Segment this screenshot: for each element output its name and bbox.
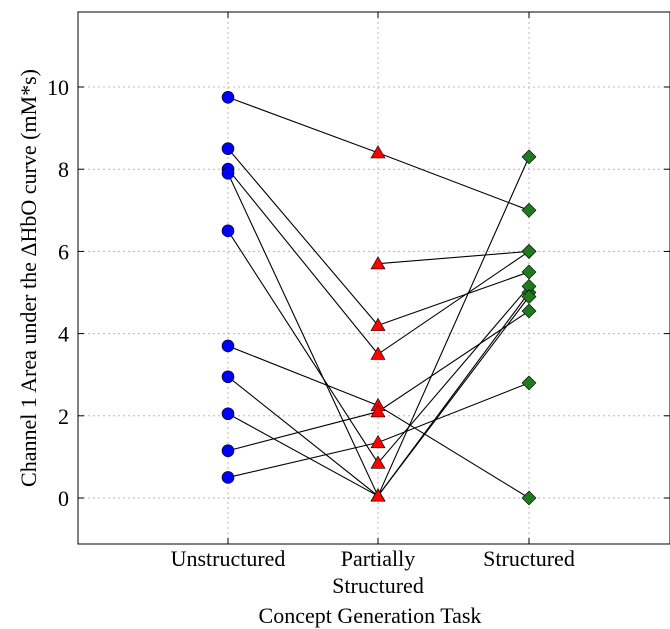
data-point-triangle — [370, 488, 386, 502]
x-axis-ticks: Unstructured PartiallyStructuredStructure… — [171, 12, 575, 598]
data-point-triangle — [370, 434, 386, 449]
data-point-diamond — [521, 243, 537, 259]
data-point-circle — [221, 370, 235, 384]
data-point-circle — [221, 90, 235, 104]
x-tick-label: Partially — [341, 546, 416, 571]
data-point-diamond — [521, 202, 537, 218]
y-tick-label: 10 — [47, 75, 69, 100]
data-point-triangle — [370, 346, 386, 360]
data-point-circle — [221, 224, 235, 238]
y-axis-label: Channel 1 Area under the ΔHbO curve (mM*… — [16, 69, 41, 487]
data-point-circle — [221, 407, 235, 421]
x-axis-label: Concept Generation Task — [259, 603, 482, 628]
data-point-diamond — [521, 303, 537, 319]
x-tick-label: Unstructured — [171, 546, 286, 571]
data-point-triangle — [370, 145, 386, 159]
y-tick-label: 0 — [58, 486, 69, 511]
x-tick-label: Structured — [483, 546, 575, 571]
y-tick-label: 4 — [58, 322, 69, 347]
data-point-circle — [221, 339, 235, 353]
data-point-circle — [221, 142, 235, 155]
y-tick-label: 6 — [58, 239, 69, 264]
data-markers — [221, 90, 537, 506]
data-point-diamond — [521, 149, 537, 165]
data-point-diamond — [521, 375, 537, 391]
data-point-triangle — [370, 455, 386, 469]
x-tick-label: Structured — [332, 573, 424, 598]
y-tick-label: 2 — [58, 404, 69, 429]
data-point-triangle — [370, 256, 386, 270]
data-point-circle — [221, 167, 235, 180]
y-tick-label: 8 — [58, 157, 69, 182]
subject-line — [377, 250, 530, 265]
data-point-triangle — [370, 404, 386, 418]
data-point-triangle — [370, 317, 386, 331]
data-point-circle — [221, 471, 235, 484]
data-point-diamond — [521, 490, 537, 506]
plot-area — [77, 11, 670, 545]
data-point-circle — [221, 444, 235, 458]
y-axis-ticks: 0 2 4 6 8 10 — [47, 75, 670, 511]
